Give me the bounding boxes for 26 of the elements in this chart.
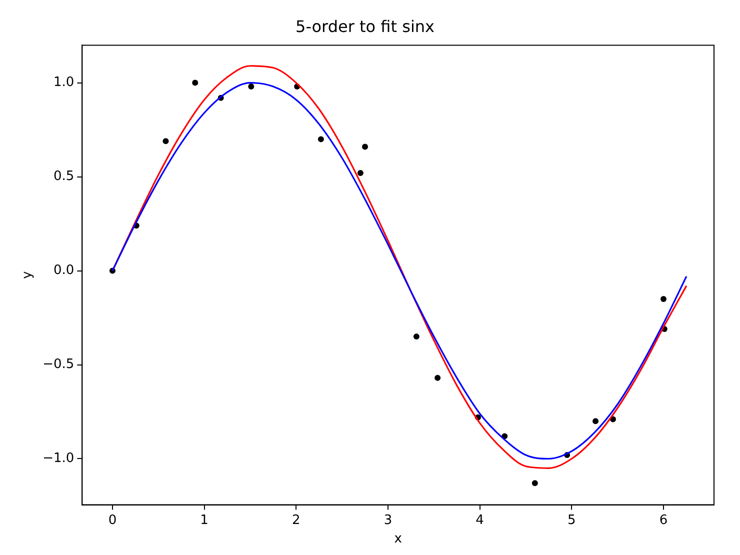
chart-title: 5-order to fit sinx bbox=[296, 16, 434, 36]
y-tick-label: −0.5 bbox=[42, 357, 74, 372]
point bbox=[248, 84, 254, 90]
x-tick-label: 0 bbox=[108, 512, 117, 528]
point bbox=[357, 170, 364, 176]
y-tick-label: −1.0 bbox=[42, 451, 74, 466]
x-tick-label: 5 bbox=[568, 512, 576, 528]
point bbox=[434, 374, 441, 381]
y-tick-label: 1.0 bbox=[53, 75, 74, 90]
point bbox=[592, 418, 599, 424]
x-tick-label: 3 bbox=[384, 512, 392, 528]
x-tick-label: 4 bbox=[476, 512, 484, 528]
point bbox=[532, 480, 538, 486]
x-tick-label: 6 bbox=[659, 512, 668, 528]
x-tick-label: 2 bbox=[292, 512, 300, 528]
point bbox=[660, 296, 666, 302]
x-tick-label: 1 bbox=[200, 512, 208, 528]
point bbox=[362, 144, 368, 150]
point bbox=[318, 136, 324, 142]
x-axis-title: x bbox=[394, 532, 402, 547]
y-axis-title: y bbox=[20, 270, 36, 279]
point bbox=[162, 138, 169, 144]
y-tick-label: 0.5 bbox=[53, 169, 74, 184]
point bbox=[413, 334, 420, 340]
point bbox=[192, 80, 198, 86]
y-tick-label: 0.0 bbox=[53, 263, 74, 278]
